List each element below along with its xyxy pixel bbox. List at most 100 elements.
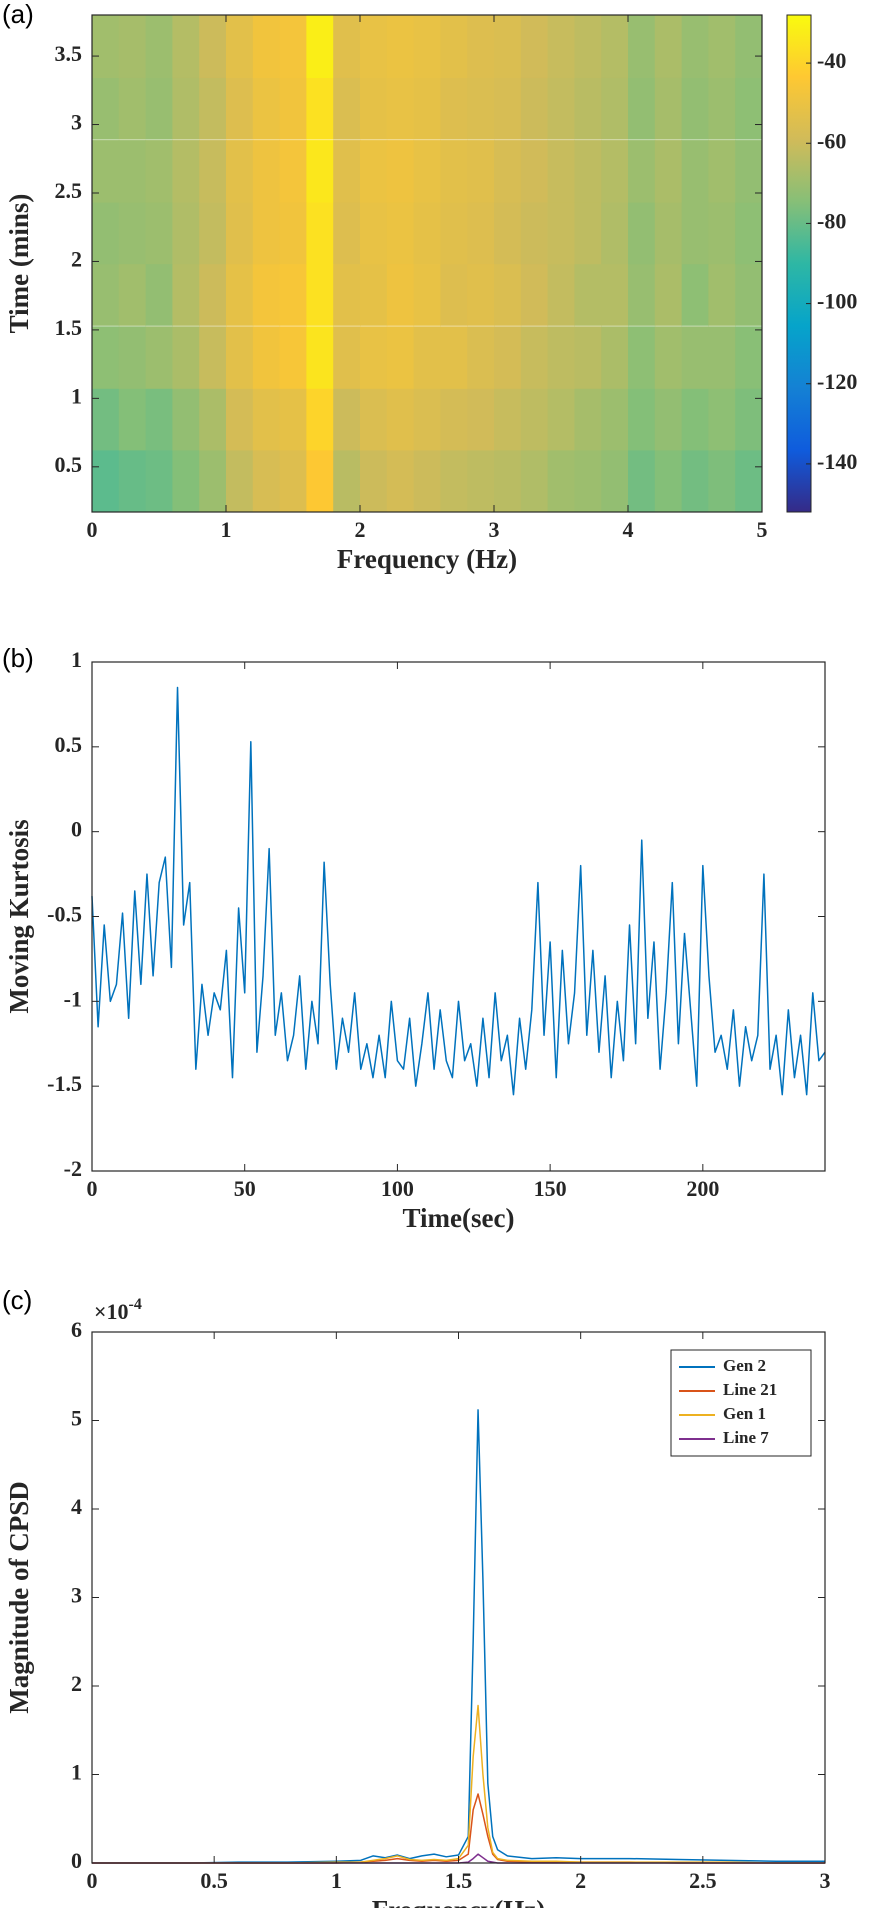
legend-label: Line 7 [723, 1428, 769, 1447]
heatmap-cell [467, 326, 495, 389]
heatmap-cell [681, 77, 709, 140]
x-tick-label: 1.5 [445, 1868, 473, 1893]
heatmap-cell [654, 77, 683, 140]
x-tick-label: 100 [381, 1176, 414, 1201]
heatmap-cell [440, 449, 468, 512]
heatmap-cell [654, 449, 683, 512]
heatmap-cell [199, 326, 227, 389]
heatmap-cell [494, 387, 522, 451]
heatmap-cell [708, 15, 736, 78]
heatmap-cell [520, 387, 549, 451]
heatmap-cell [92, 15, 120, 78]
heatmap-cell [735, 326, 762, 389]
x-tick-label: 3 [489, 517, 500, 542]
heatmap-cell [386, 77, 415, 140]
y-tick-label: 1.5 [55, 315, 83, 340]
heatmap-cell [360, 263, 388, 326]
heatmap-cell [440, 201, 468, 265]
heatmap-cell [252, 77, 281, 140]
heatmap-cell [172, 15, 200, 78]
heatmap-cell [226, 15, 254, 78]
heatmap-cell [333, 263, 361, 326]
heatmap-cell [601, 326, 629, 389]
y-tick-label: -1.5 [47, 1071, 82, 1096]
y-tick-label: 1 [71, 647, 82, 672]
heatmap-cell [226, 387, 254, 451]
heatmap-cell [654, 387, 683, 451]
heatmap-cell [681, 15, 709, 78]
heatmap-cell [306, 15, 334, 78]
heatmap-cell [252, 387, 281, 451]
heatmap-cell [735, 140, 762, 203]
y-tick-label: 0.5 [55, 732, 83, 757]
y-tick-label: 6 [71, 1317, 82, 1342]
heatmap-cell [199, 263, 227, 326]
heatmap-cell [226, 263, 254, 326]
heatmap-cell [360, 140, 388, 203]
heatmap-cell [601, 77, 629, 140]
heatmap-cell [440, 326, 468, 389]
heatmap-cell [467, 201, 495, 265]
heatmap-cell [413, 387, 441, 451]
heatmap-cell [360, 77, 388, 140]
heatmap-cell [306, 387, 334, 451]
heatmap-cell [708, 77, 736, 140]
x-tick-label: 2.5 [689, 1868, 717, 1893]
heatmap-cell [92, 201, 120, 265]
heatmap-cell [520, 140, 549, 203]
heatmap-cell [386, 201, 415, 265]
heatmap-cell [681, 387, 709, 451]
heatmap-cell [279, 326, 307, 389]
heatmap-cell [333, 77, 361, 140]
heatmap-cell [386, 387, 415, 451]
heatmap-cell [118, 201, 147, 265]
y-tick-label: 5 [71, 1406, 82, 1431]
heatmap-cell [279, 387, 307, 451]
heatmap-cell [520, 449, 549, 512]
colorbar-tick-label: -120 [817, 369, 857, 394]
heatmap-cell [279, 201, 307, 265]
heatmap-cell [628, 387, 656, 451]
heatmap-cell [735, 15, 762, 78]
heatmap-cell [413, 77, 441, 140]
heatmap-cell [118, 449, 147, 512]
heatmap-cell [360, 387, 388, 451]
heatmap-cell [118, 140, 147, 203]
heatmap-cell [92, 326, 120, 389]
heatmap-cell [494, 263, 522, 326]
y-tick-label: 3 [71, 1583, 82, 1608]
colorbar-tick-label: -100 [817, 289, 857, 314]
heatmap-cell [252, 263, 281, 326]
heatmap-cell [601, 201, 629, 265]
y-tick-label: 3.5 [55, 41, 83, 66]
heatmap-cell [413, 15, 441, 78]
heatmap-cell [333, 201, 361, 265]
panel-label: (a) [2, 0, 34, 29]
heatmap-cell [279, 263, 307, 326]
x-tick-label: 4 [623, 517, 634, 542]
heatmap-cell [226, 140, 254, 203]
x-tick-label: 0 [87, 517, 98, 542]
heatmap-cell [333, 140, 361, 203]
plot-frame [91, 1331, 826, 1864]
heatmap-cell [628, 201, 656, 265]
heatmap-cell [520, 201, 549, 265]
x-tick-label: 2 [355, 517, 366, 542]
heatmap-cell [654, 263, 683, 326]
y-tick-label: 0.5 [55, 452, 83, 477]
heatmap-cell [172, 140, 200, 203]
y-scale-label: ×10-4 [94, 1296, 142, 1324]
y-tick-label: 4 [71, 1494, 82, 1519]
y-axis-label: Time (mins) [4, 194, 34, 334]
heatmap-cell [199, 140, 227, 203]
heatmap-cell [252, 140, 281, 203]
heatmap-cell [413, 201, 441, 265]
heatmap-cell [118, 387, 147, 451]
heatmap-cell [708, 449, 736, 512]
y-tick-label: 3 [71, 110, 82, 135]
heatmap-cell [279, 77, 307, 140]
x-tick-label: 1 [331, 1868, 342, 1893]
heatmap-cell [279, 140, 307, 203]
heatmap-cell [279, 449, 307, 512]
heatmap-cell [494, 77, 522, 140]
